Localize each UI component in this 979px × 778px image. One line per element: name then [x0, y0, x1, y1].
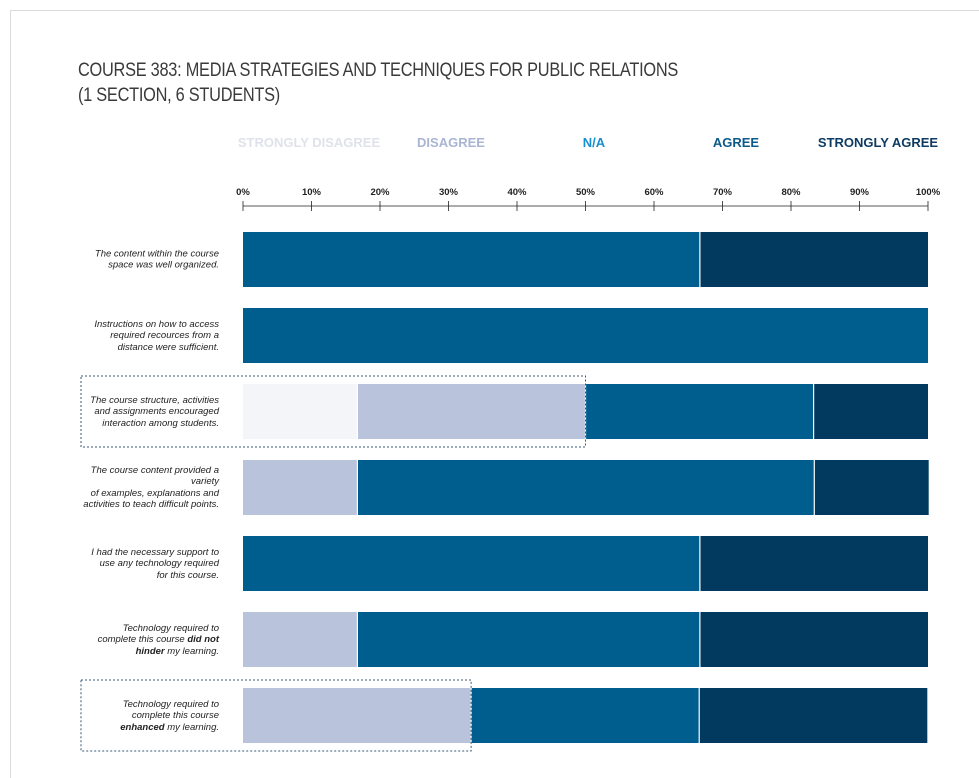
bar-segment: [357, 384, 586, 439]
highlight-box: [80, 679, 472, 752]
bar-segment: [814, 460, 929, 515]
category-label: The course content provided a variety of …: [83, 464, 219, 511]
bar-segment: [699, 536, 928, 591]
bar-segment: [357, 612, 700, 667]
bar-segment: [243, 612, 358, 667]
legend-item-disagree: DISAGREE: [417, 135, 485, 150]
bar-segment: [699, 232, 928, 287]
bar-segment: [585, 384, 814, 439]
category-label: Technology required to complete this cour…: [97, 622, 219, 657]
chart-title: COURSE 383: MEDIA STRATEGIES AND TECHNIQ…: [78, 60, 679, 81]
chart-subtitle: (1 SECTION, 6 STUDENTS): [78, 85, 280, 106]
page-frame: [10, 10, 979, 778]
bar-segment: [699, 612, 928, 667]
category-label: I had the necessary support to use any te…: [91, 546, 219, 581]
bar-segment: [357, 460, 815, 515]
x-tick-label: 20%: [370, 187, 390, 198]
bar-segment: [243, 384, 358, 439]
legend-item-strongly-disagree: STRONGLY DISAGREE: [238, 135, 381, 150]
x-tick-label: 10%: [302, 187, 322, 198]
x-tick-label: 70%: [713, 187, 733, 198]
category-label: Technology required to complete this cour…: [120, 698, 219, 733]
x-tick-label: 100%: [916, 187, 941, 198]
x-tick-label: 80%: [781, 187, 801, 198]
legend-item-agree: AGREE: [713, 135, 760, 150]
x-tick-label: 40%: [507, 187, 527, 198]
bar-segment: [243, 308, 928, 363]
highlight-box: [80, 375, 586, 448]
bar-segment: [243, 460, 358, 515]
x-tick-label: 50%: [576, 187, 596, 198]
bar-segment: [243, 536, 700, 591]
x-tick-label: 0%: [236, 187, 250, 198]
category-label: The content within the course space was w…: [94, 248, 219, 271]
category-label: Instructions on how to access required re…: [94, 318, 219, 353]
category-label: The course structure, activities and assi…: [90, 394, 219, 429]
bar-segment: [699, 688, 928, 743]
x-tick-label: 60%: [644, 187, 664, 198]
x-tick-label: 30%: [439, 187, 459, 198]
x-tick-label: 90%: [850, 187, 870, 198]
bar-segment: [813, 384, 928, 439]
legend-item-n-a: N/A: [583, 135, 606, 150]
bar-segment: [243, 232, 700, 287]
bar-segment: [243, 688, 472, 743]
legend-item-strongly-agree: STRONGLY AGREE: [818, 135, 938, 150]
bar-segment: [471, 688, 700, 743]
